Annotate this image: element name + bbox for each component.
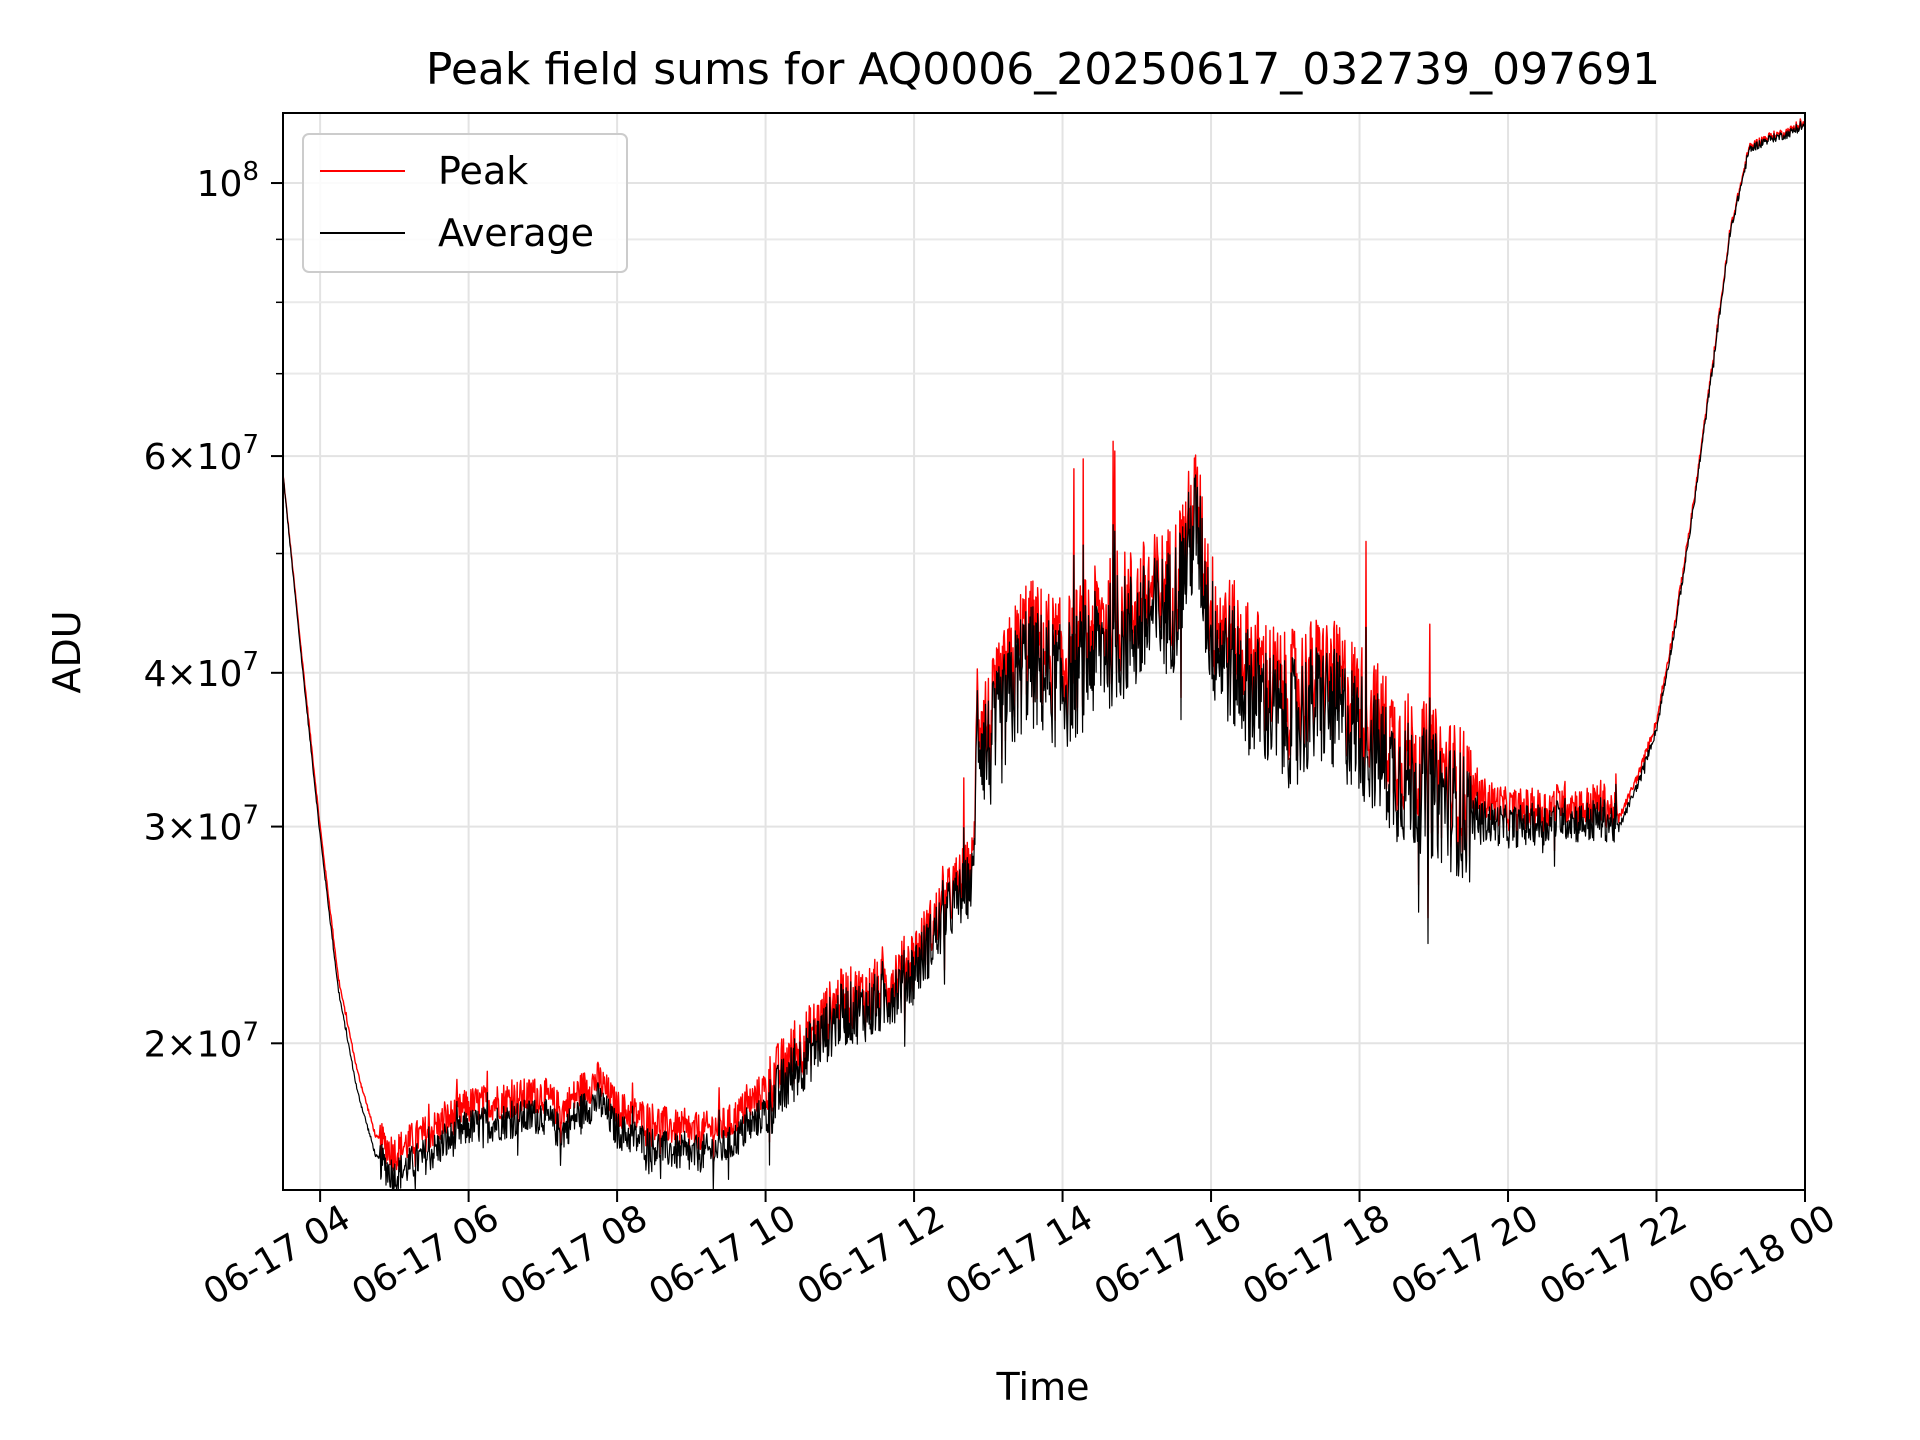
series-layer [283, 118, 1805, 1190]
chart-title: Peak field sums for AQ0006_20250617_0327… [426, 44, 1660, 95]
plot-frame [282, 112, 1806, 1191]
y-axis-label: ADU [45, 610, 89, 693]
legend-peak-label: Peak [438, 149, 528, 193]
legend-box [302, 133, 628, 273]
legend: Peak Average [302, 133, 628, 273]
y-axis: 2×107 3×107 4×107 6×107 108 [144, 157, 283, 1065]
y-tick-label: 4×107 [144, 647, 259, 695]
y-tick-label: 3×107 [144, 801, 259, 849]
y-tick-label: 2×107 [144, 1017, 259, 1065]
y-tick-label: 6×107 [144, 430, 259, 478]
y-tick-label: 108 [197, 157, 259, 205]
x-axis-label: Time [996, 1365, 1090, 1409]
legend-average-label: Average [438, 211, 594, 255]
series-line-average [283, 120, 1805, 1190]
